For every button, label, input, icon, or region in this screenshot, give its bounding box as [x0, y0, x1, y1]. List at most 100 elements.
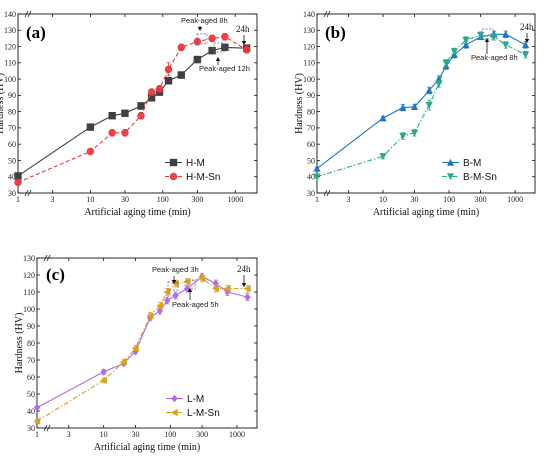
x-tick-label: 1000 — [227, 195, 243, 204]
x-tick-label: 1 — [16, 195, 20, 204]
peak-highlight-box — [213, 42, 225, 53]
legend-label: B-M-Sn — [463, 172, 497, 183]
data-point — [146, 312, 154, 320]
data-point — [171, 279, 179, 288]
annotation-label: Peak-aged 5h — [172, 300, 219, 309]
axis-break-mark — [326, 189, 331, 197]
data-point — [33, 417, 41, 425]
x-tick-label: 10 — [100, 430, 108, 439]
x-tick-label: 30 — [121, 195, 129, 204]
annotation-arrowhead — [484, 38, 490, 42]
data-point — [156, 302, 164, 310]
data-point — [243, 285, 251, 293]
data-point — [177, 71, 185, 79]
x-tick-label: 1 — [315, 195, 319, 204]
y-tick-label: 110 — [303, 59, 315, 68]
y-tick-label: 80 — [8, 107, 16, 116]
data-point — [450, 48, 458, 56]
annotation-label: 24h — [520, 22, 534, 32]
annotation-label: Peak-aged 3h — [152, 265, 199, 274]
axis-break-mark — [46, 424, 51, 432]
series-H-M-Sn — [14, 33, 251, 187]
chart-panel-b: 30 40 50 60 70 80 90 100 110 120 130 140 1 3 10 30 100 30… — [294, 10, 536, 218]
axis-break-mark — [27, 10, 32, 18]
data-point — [223, 285, 231, 293]
x-tick-label: 100 — [157, 195, 169, 204]
y-tick-label: 50 — [8, 156, 16, 165]
x-tick-label: 3 — [67, 430, 71, 439]
y-tick-label: 30 — [307, 189, 315, 198]
x-axis-title: Artificial aging time (min) — [373, 207, 479, 218]
y-axis-title: Hardness (HV) — [294, 73, 305, 134]
series-L-M — [33, 272, 251, 412]
axis-break-mark — [43, 424, 48, 432]
x-tick-label: 1000 — [507, 195, 523, 204]
x-tick-label: 3 — [51, 195, 55, 204]
data-point — [86, 147, 95, 156]
x-axis-title: Artificial aging time (min) — [94, 442, 200, 453]
panel-label: (c) — [46, 265, 65, 284]
y-tick-label: 90 — [27, 322, 35, 331]
peak-highlight-box — [196, 33, 208, 45]
series-B-M-Sn — [313, 31, 530, 181]
data-point — [410, 102, 419, 110]
y-tick-label: 90 — [8, 91, 16, 100]
axis-break-mark — [46, 254, 51, 262]
data-point — [121, 129, 129, 137]
annotation-arrowhead — [215, 57, 221, 61]
data-point — [108, 112, 116, 120]
plot-frame — [17, 13, 258, 194]
legend-label: L-M-Sn — [187, 408, 220, 419]
data-point — [164, 296, 171, 305]
y-axis-title: Hardness (HV) — [14, 313, 25, 374]
data-point — [163, 288, 171, 296]
data-point — [99, 376, 107, 384]
data-point — [425, 86, 433, 94]
data-point — [476, 31, 485, 39]
legend-label: H-M — [186, 158, 205, 169]
data-point — [14, 172, 22, 180]
x-tick-label: 300 — [475, 195, 487, 204]
data-point — [198, 274, 206, 282]
annotation-arrowhead — [524, 39, 530, 43]
series-line — [36, 276, 248, 409]
x-tick-label: 10 — [379, 195, 387, 204]
x-tick-label: 300 — [196, 430, 208, 439]
legend-marker — [446, 158, 455, 166]
y-tick-label: 130 — [303, 26, 315, 35]
axis-break-mark — [326, 10, 331, 18]
y-tick-label: 40 — [8, 173, 16, 182]
data-point — [172, 291, 179, 300]
y-tick-label: 30 — [27, 424, 35, 433]
data-point — [208, 46, 216, 55]
x-tick-label: 100 — [443, 195, 455, 204]
data-point — [137, 112, 145, 120]
annotation-label: 24h — [237, 264, 251, 274]
x-tick-label: 10 — [86, 195, 94, 204]
y-tick-label: 120 — [23, 271, 35, 280]
x-tick-label: 30 — [411, 195, 419, 204]
legend-marker — [171, 394, 178, 403]
y-tick-label: 120 — [303, 42, 315, 51]
plot-frame — [316, 13, 536, 194]
data-point — [442, 59, 450, 67]
panel-label: (b) — [325, 23, 346, 42]
annotation-arrowhead — [171, 280, 177, 284]
annotation-arrowhead — [241, 41, 247, 45]
series-B-M — [313, 30, 530, 172]
data-point — [242, 46, 251, 54]
data-point — [211, 285, 219, 293]
data-point — [164, 77, 173, 85]
peak-highlight-box — [184, 279, 196, 290]
y-tick-label: 100 — [23, 305, 35, 314]
data-point — [379, 114, 387, 122]
data-point — [33, 403, 41, 412]
x-tick-label: 1 — [35, 430, 39, 439]
annotation-label: Peak-aged 8h — [181, 16, 228, 25]
data-point — [131, 344, 139, 352]
axis-break-mark — [323, 10, 328, 18]
legend-marker — [170, 408, 178, 417]
legend-marker — [446, 173, 455, 181]
data-point — [521, 41, 530, 49]
y-tick-label: 60 — [307, 140, 315, 149]
